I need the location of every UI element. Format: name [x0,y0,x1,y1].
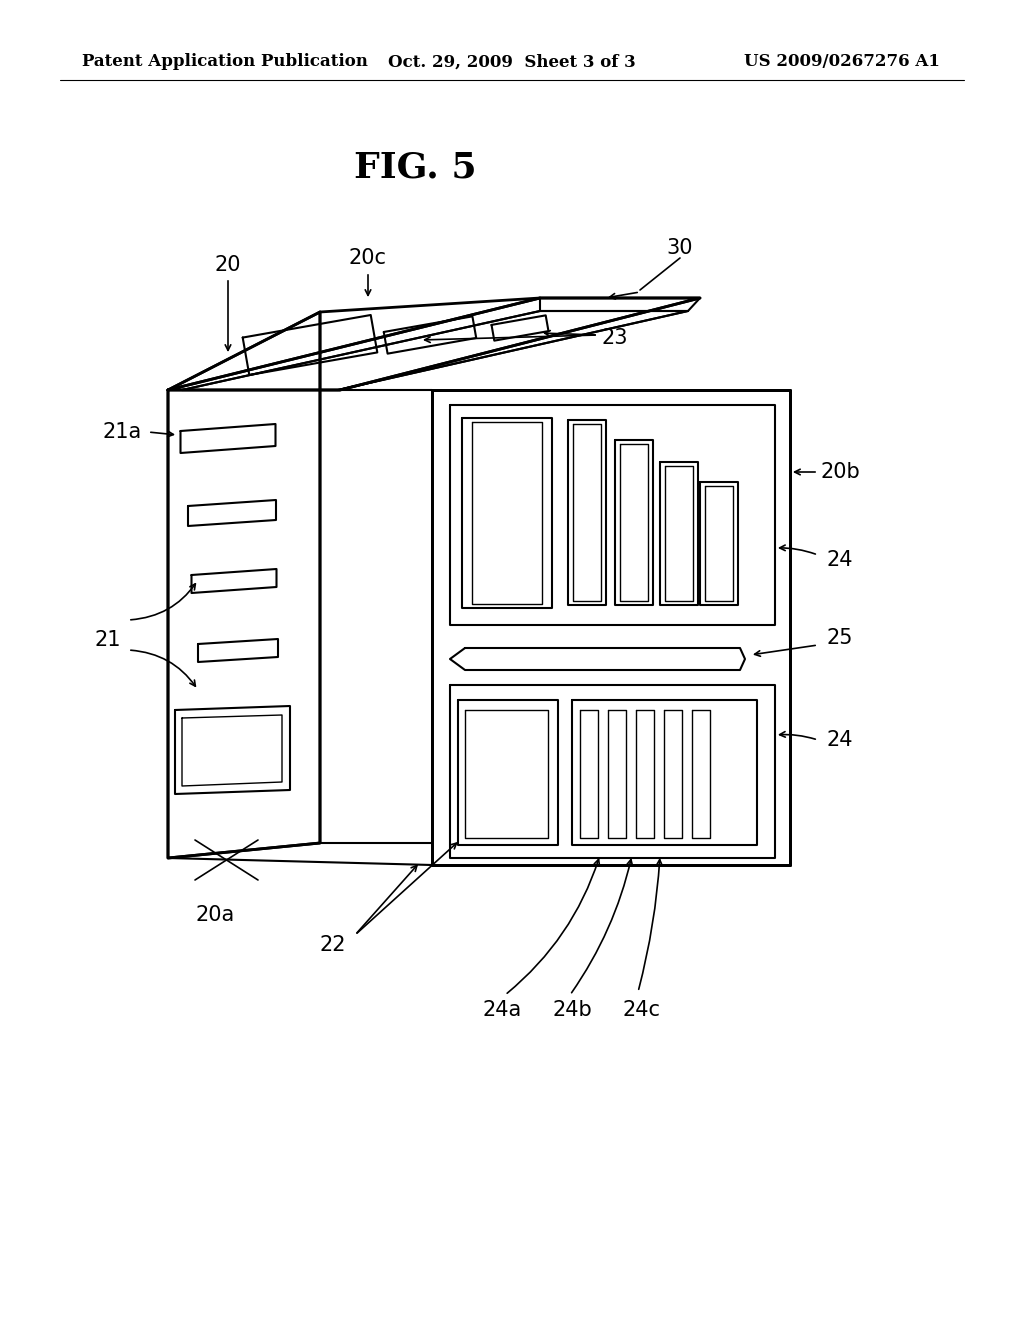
Text: 20b: 20b [820,462,860,482]
Polygon shape [198,639,278,663]
Polygon shape [175,706,290,795]
Text: 23: 23 [602,327,629,348]
Polygon shape [182,715,282,785]
Polygon shape [168,312,319,858]
Text: 24b: 24b [552,1001,592,1020]
Polygon shape [705,486,733,601]
Polygon shape [664,710,682,838]
Text: 20a: 20a [196,906,234,925]
Polygon shape [432,389,790,865]
Polygon shape [432,389,790,865]
Polygon shape [568,420,606,605]
Polygon shape [636,710,654,838]
Text: 22: 22 [319,935,346,954]
Polygon shape [180,424,275,453]
Text: 24: 24 [826,550,853,570]
Polygon shape [608,710,626,838]
Polygon shape [432,389,790,865]
Polygon shape [572,700,757,845]
Polygon shape [472,422,542,605]
Text: 20c: 20c [349,248,387,268]
Polygon shape [462,418,552,609]
Text: 21a: 21a [102,422,141,442]
Text: 21: 21 [95,630,121,649]
Polygon shape [188,500,276,525]
Polygon shape [615,440,653,605]
Text: Patent Application Publication: Patent Application Publication [82,54,368,70]
Text: 20: 20 [215,255,242,275]
Text: 30: 30 [667,238,693,257]
Polygon shape [191,569,276,593]
Polygon shape [458,700,558,845]
Polygon shape [580,710,598,838]
Polygon shape [168,298,700,389]
Polygon shape [665,466,693,601]
Polygon shape [620,444,648,601]
Text: 25: 25 [826,628,853,648]
Polygon shape [660,462,698,605]
Text: 24: 24 [826,730,853,750]
Polygon shape [465,710,548,838]
Polygon shape [573,424,601,601]
Polygon shape [168,298,700,389]
Text: FIG. 5: FIG. 5 [353,150,476,185]
Polygon shape [168,312,319,858]
Polygon shape [450,405,775,624]
Polygon shape [182,312,688,389]
Polygon shape [182,312,688,389]
Polygon shape [692,710,710,838]
Text: 24c: 24c [623,1001,662,1020]
Text: 24a: 24a [482,1001,521,1020]
Text: Oct. 29, 2009  Sheet 3 of 3: Oct. 29, 2009 Sheet 3 of 3 [388,54,636,70]
Polygon shape [700,482,738,605]
Polygon shape [492,315,549,341]
Polygon shape [450,685,775,858]
Polygon shape [384,317,476,354]
Polygon shape [243,315,377,375]
Text: US 2009/0267276 A1: US 2009/0267276 A1 [744,54,940,70]
Polygon shape [450,648,745,671]
